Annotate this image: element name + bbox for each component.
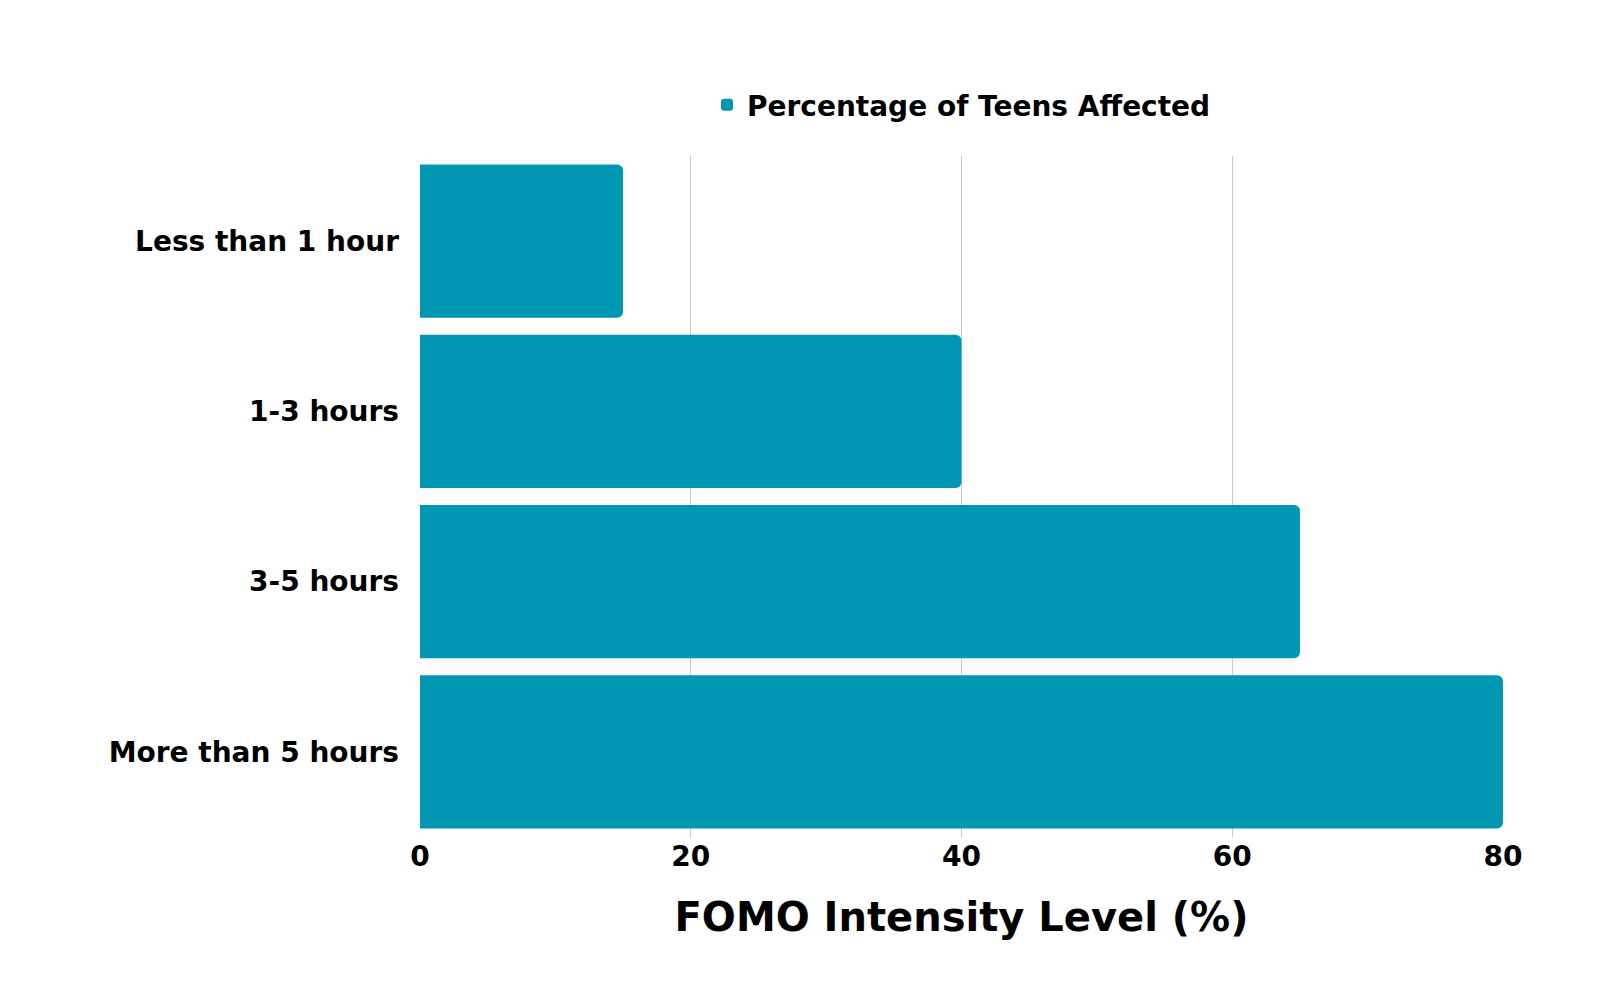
svg-text:80: 80 [1484,840,1523,873]
svg-text:3-5 hours: 3-5 hours [249,565,399,598]
svg-text:Percentage of Teens Affected: Percentage of Teens Affected [747,90,1210,123]
svg-text:More than 5 hours: More than 5 hours [109,736,399,769]
svg-text:Less than 1 hour: Less than 1 hour [135,225,399,258]
svg-text:60: 60 [1213,840,1252,873]
svg-text:0: 0 [410,840,429,873]
svg-text:1-3 hours: 1-3 hours [249,395,399,428]
svg-text:20: 20 [671,840,710,873]
svg-text:FOMO Intensity Level (%): FOMO Intensity Level (%) [675,894,1249,940]
svg-text:40: 40 [942,840,981,873]
